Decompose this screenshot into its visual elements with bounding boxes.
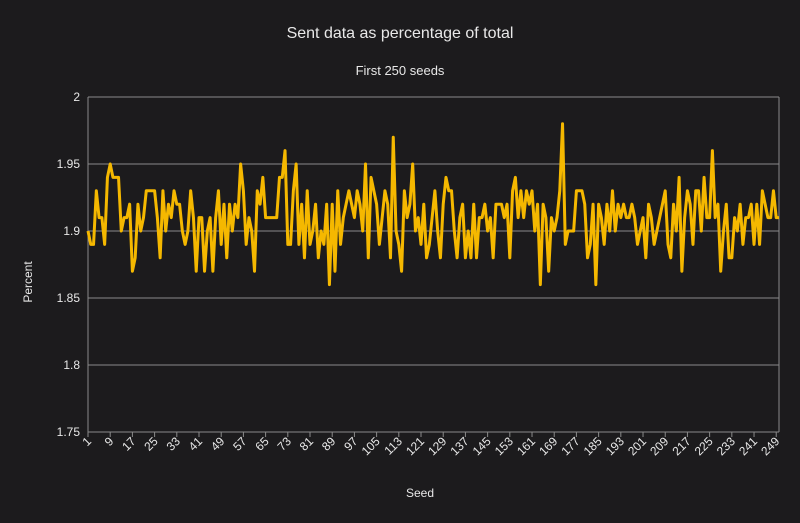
x-tick-label: 249 (758, 434, 782, 458)
x-tick-label: 89 (319, 434, 339, 454)
x-tick-label: 65 (252, 434, 272, 454)
x-tick-label: 177 (558, 434, 582, 458)
x-tick-label: 169 (536, 434, 560, 458)
x-tick-label: 9 (102, 434, 117, 449)
x-tick-label: 217 (669, 434, 693, 458)
x-tick-label: 17 (119, 434, 139, 454)
x-tick-label: 233 (714, 434, 738, 458)
chart-subtitle: First 250 seeds (356, 63, 445, 78)
series-line-percent (88, 124, 779, 285)
y-axis-label: Percent (21, 261, 35, 303)
y-tick-label: 1.95 (57, 157, 81, 171)
x-tick-label: 225 (692, 434, 716, 458)
x-tick-label: 153 (492, 434, 516, 458)
x-tick-label: 25 (141, 434, 161, 454)
x-tick-label: 241 (736, 434, 760, 458)
x-tick-label: 113 (381, 434, 405, 458)
x-tick-label: 161 (514, 434, 538, 458)
y-tick-label: 2 (73, 90, 80, 104)
y-tick-label: 1.8 (63, 358, 80, 372)
x-tick-label: 193 (603, 434, 627, 458)
x-tick-label: 185 (581, 434, 605, 458)
chart-title: Sent data as percentage of total (287, 25, 514, 42)
x-tick-label: 49 (208, 434, 228, 454)
x-tick-label: 121 (403, 434, 427, 458)
x-tick-label: 33 (164, 434, 184, 454)
x-tick-label: 81 (297, 434, 317, 454)
x-tick-label: 97 (341, 434, 361, 454)
x-axis-label: Seed (406, 486, 434, 500)
y-tick-label: 1.9 (63, 224, 80, 238)
x-tick-label: 145 (470, 434, 494, 458)
x-tick-label: 201 (625, 434, 649, 458)
x-tick-label: 73 (275, 434, 295, 454)
x-tick-label: 129 (425, 434, 449, 458)
x-tick-label: 57 (230, 434, 250, 454)
x-tick-label: 137 (447, 434, 471, 458)
x-tick-label: 1 (79, 434, 94, 449)
y-tick-label: 1.75 (57, 425, 81, 439)
x-tick-label: 209 (647, 434, 671, 458)
y-tick-label: 1.85 (57, 291, 81, 305)
x-tick-label: 105 (359, 434, 383, 458)
x-tick-label: 41 (186, 434, 206, 454)
